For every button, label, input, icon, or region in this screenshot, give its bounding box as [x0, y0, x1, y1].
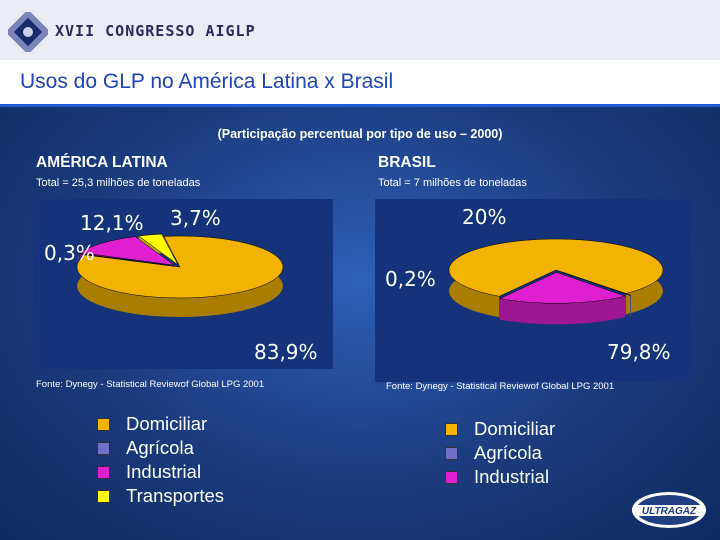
label-agricola-left: 0,3%	[44, 241, 95, 265]
legend-item: Transportes	[97, 484, 224, 508]
legend-swatch-agricola	[97, 441, 110, 455]
pie-slice-agrícola	[77, 253, 173, 267]
legend-item: Domiciliar	[97, 412, 224, 436]
legend-item: Industrial	[445, 465, 555, 489]
pie-slice-agrícola	[561, 271, 632, 296]
pie-slice-side-industrial	[499, 296, 626, 325]
legend-label: Agrícola	[126, 437, 194, 458]
title-bar: Usos do GLP no América Latina x Brasil	[0, 60, 720, 107]
legend-swatch-transportes	[97, 489, 110, 503]
legend-swatch-agricola	[445, 446, 458, 460]
legend-item: Agrícola	[445, 441, 555, 465]
congress-name: XVII CONGRESSO AIGLP	[55, 22, 256, 40]
legend-item: Domiciliar	[445, 417, 555, 441]
ultragaz-logo-icon: ULTRAGAZ	[632, 492, 706, 528]
legend-swatch-domiciliar	[97, 417, 110, 431]
label-domiciliar-left: 83,9%	[254, 340, 318, 364]
pie-slice-domiciliar	[448, 238, 664, 297]
pie-chart-right	[448, 238, 664, 325]
total-right: Total = 7 milhões de toneladas	[378, 177, 527, 189]
label-industrial-right: 20%	[462, 205, 507, 229]
legend-swatch-industrial	[97, 465, 110, 479]
source-left: Fonte: Dynegy - Statistical Reviewof Glo…	[36, 379, 265, 390]
page-title: Usos do GLP no América Latina x Brasil	[20, 70, 394, 93]
brand-text: ULTRAGAZ	[642, 506, 697, 517]
region-title-left: AMÉRICA LATINA	[36, 154, 168, 171]
legend-swatch-industrial	[445, 470, 458, 484]
pie-slice-domiciliar	[76, 235, 284, 299]
congress-logo-icon	[8, 12, 48, 52]
legend-label: Industrial	[474, 466, 550, 487]
legend-left: Domiciliar Agrícola Industrial Transport…	[97, 412, 224, 508]
pie-slice-side-agrícola	[630, 295, 631, 317]
label-domiciliar-right: 79,8%	[607, 340, 671, 364]
legend-right: Domiciliar Agrícola Industrial	[445, 417, 555, 489]
legend-item: Agrícola	[97, 436, 224, 460]
main-area: (Participação percentual por tipo de uso…	[0, 107, 720, 540]
legend-swatch-domiciliar	[445, 422, 458, 436]
legend-label: Agrícola	[474, 442, 542, 463]
region-title-right: BRASIL	[378, 154, 436, 171]
source-right: Fonte: Dynegy - Statistical Reviewof Glo…	[386, 381, 615, 392]
label-agricola-right: 0,2%	[385, 267, 436, 291]
total-left: Total = 25,3 milhões de toneladas	[36, 177, 201, 189]
label-industrial-left: 12,1%	[80, 211, 144, 235]
legend-label: Transportes	[126, 485, 225, 506]
pie-slice-transportes	[138, 233, 179, 265]
pie-slice-industrial	[499, 272, 627, 304]
legend-label: Domiciliar	[126, 413, 208, 434]
chart-subtitle: (Participação percentual por tipo de uso…	[217, 127, 503, 141]
label-transportes-left: 3,7%	[170, 206, 221, 230]
pie-chart-left	[76, 233, 284, 317]
header: XVII CONGRESSO AIGLP	[0, 0, 720, 60]
pie-slice-industrial	[79, 236, 175, 266]
legend-label: Industrial	[126, 461, 202, 482]
legend-item: Industrial	[97, 460, 224, 484]
legend-label: Domiciliar	[474, 418, 556, 439]
